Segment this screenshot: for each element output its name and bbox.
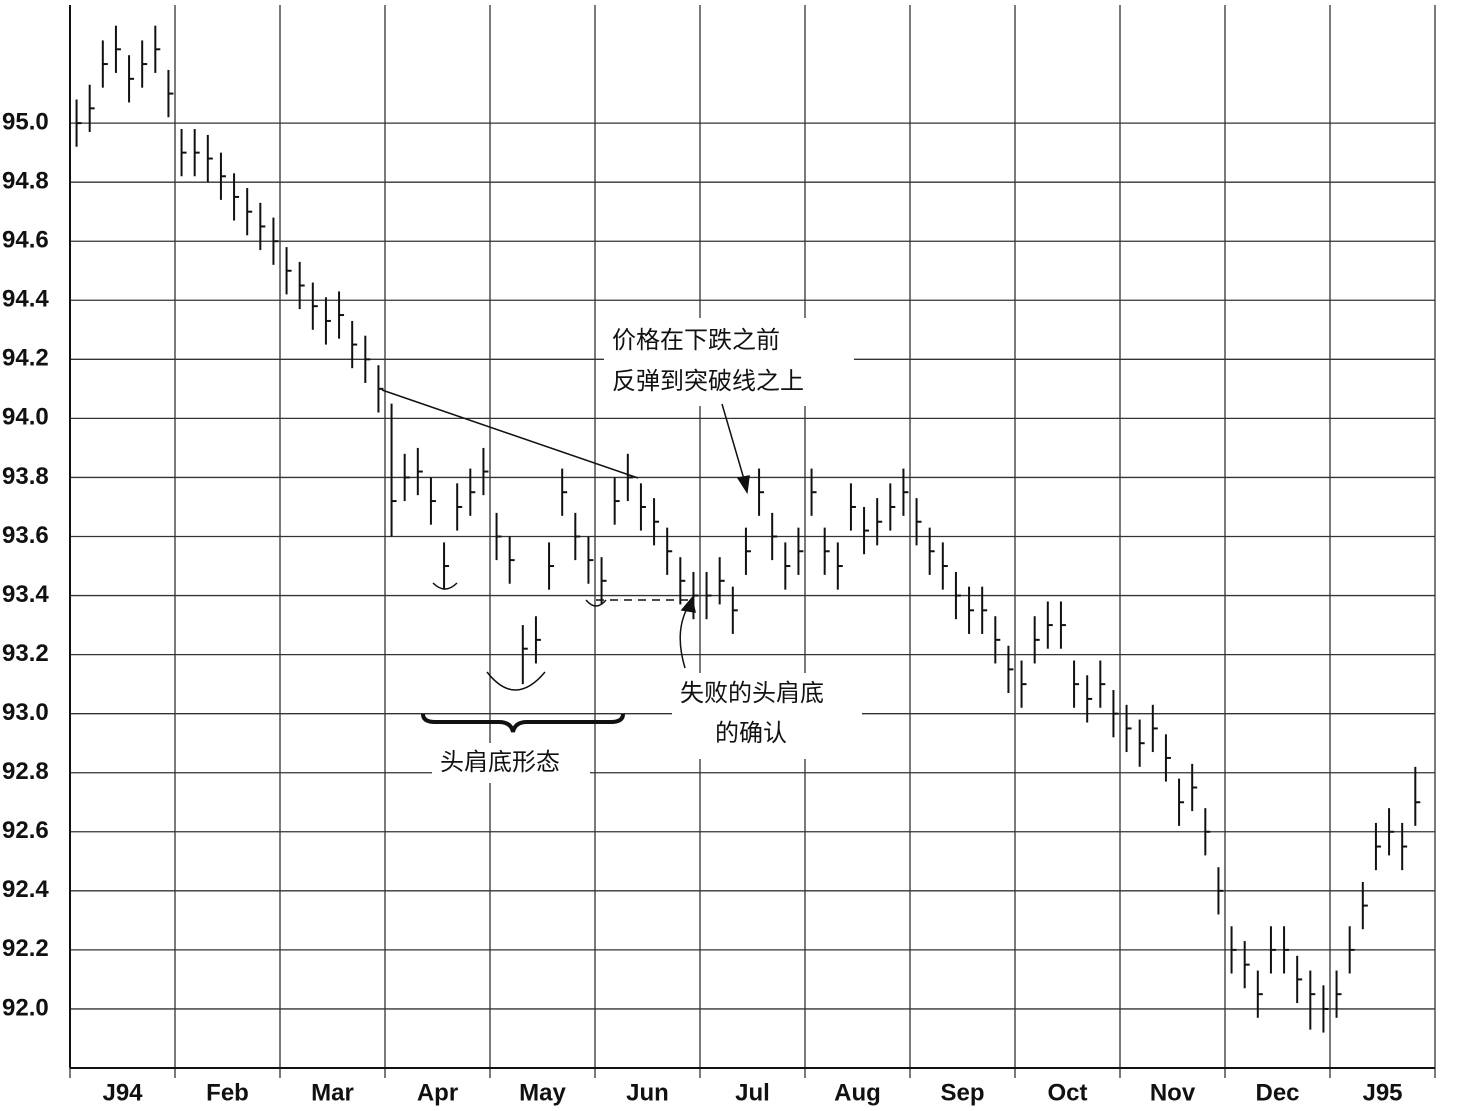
x-tick-label: Nov — [1150, 1079, 1196, 1106]
x-tick-label: Jul — [735, 1079, 770, 1106]
x-tick-label: J94 — [102, 1079, 143, 1106]
x-tick-label: Sep — [940, 1079, 984, 1106]
y-tick-label: 94.0 — [2, 404, 49, 431]
annotation: 反弹到突破线之上 — [612, 367, 804, 395]
x-tick-label: Dec — [1255, 1079, 1299, 1106]
y-tick-label: 92.6 — [2, 817, 49, 844]
annotation: 的确认 — [715, 719, 787, 747]
arrowhead — [736, 475, 750, 495]
x-tick-label: Feb — [206, 1079, 249, 1106]
neckline — [381, 389, 639, 479]
y-tick-label: 93.2 — [2, 640, 49, 667]
y-tick-label: 92.8 — [2, 758, 49, 785]
brace — [421, 713, 625, 733]
plot: 92.0 92.2 92.4 92.6 92.8 93.0 93.2 93.4 93.6 93.8… — [2, 5, 1436, 1106]
annotation: 失败的头肩底 — [680, 679, 824, 707]
head-arc — [486, 671, 546, 691]
x-tick-label: J95 — [1362, 1079, 1402, 1106]
y-tick-label: 93.0 — [2, 699, 49, 726]
x-tick-label: Aug — [834, 1079, 881, 1106]
arrow — [679, 601, 692, 669]
annotation: 价格在下跌之前 — [612, 326, 780, 354]
annotations — [381, 318, 862, 783]
y-tick-label: 92.4 — [2, 876, 49, 903]
x-tick-label: Apr — [417, 1079, 458, 1106]
y-tick-label: 93.4 — [2, 581, 49, 608]
note-bg — [604, 318, 854, 406]
shoulder-arc — [585, 599, 607, 607]
arrowhead — [680, 596, 696, 613]
y-tick-label: 94.2 — [2, 345, 49, 372]
y-tick-label: 94.8 — [2, 168, 49, 195]
y-tick-label: 93.8 — [2, 463, 49, 490]
x-tick-label: Jun — [626, 1079, 669, 1106]
shoulder-arc — [432, 582, 458, 590]
x-tick-label: Oct — [1047, 1079, 1087, 1106]
y-tick-label: 92.0 — [2, 994, 49, 1021]
arrow — [721, 403, 747, 487]
annotation: 头肩底形态 — [440, 748, 560, 776]
note-bg — [432, 743, 590, 783]
x-tick-label: May — [519, 1079, 566, 1106]
y-tick-label: 94.6 — [2, 227, 49, 254]
y-tick-label: 95.0 — [2, 108, 49, 135]
y-tick-label: 93.6 — [2, 522, 49, 549]
x-tick-label: Mar — [311, 1079, 354, 1106]
y-tick-label: 92.2 — [2, 935, 49, 962]
y-tick-label: 94.4 — [2, 286, 49, 313]
note-bg — [672, 673, 862, 759]
